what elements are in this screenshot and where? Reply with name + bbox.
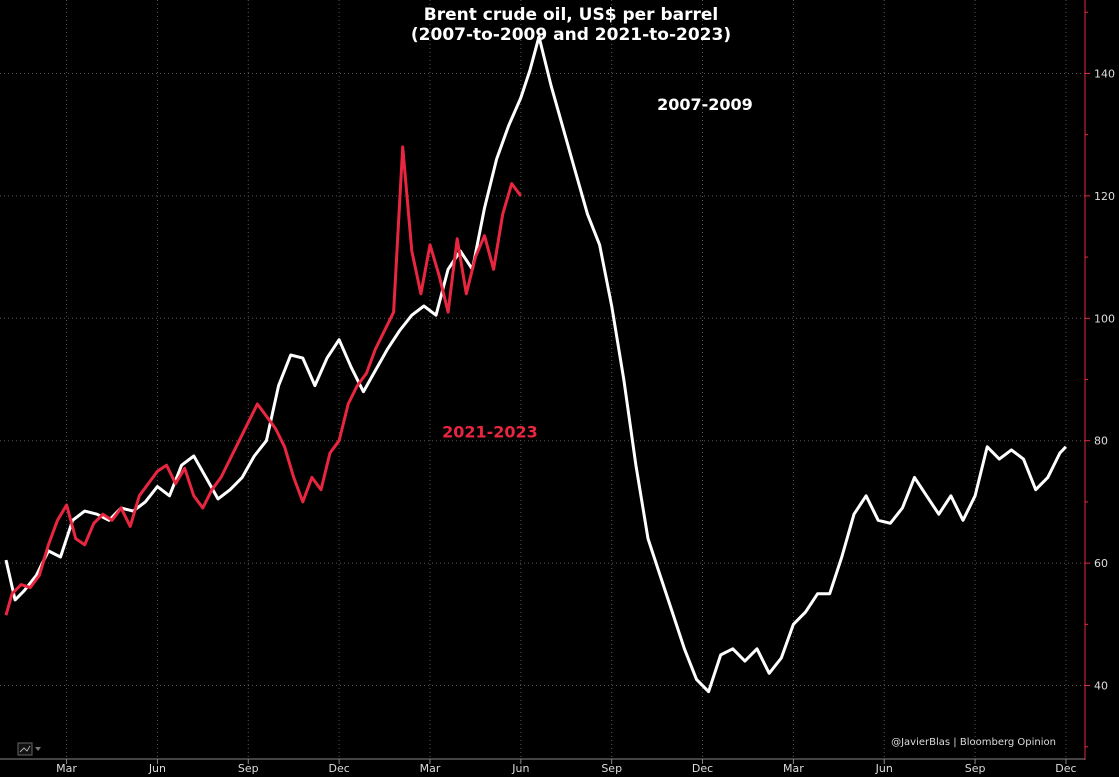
chevron-down-icon[interactable]	[35, 747, 41, 751]
x-tick-label: Sep	[965, 762, 986, 775]
x-grid-lines	[66, 0, 1067, 759]
series-lines	[4, 35, 1067, 694]
x-tick-label: Jun	[148, 762, 166, 775]
chart-options-button[interactable]	[17, 742, 33, 756]
series-line-2021-2023	[4, 145, 523, 616]
y-tick-label: 80	[1094, 435, 1108, 448]
x-tick-label: Jun	[511, 762, 529, 775]
x-tick-label: Mar	[783, 762, 804, 775]
y-tick-label: 40	[1094, 680, 1108, 693]
chart-title-line1: Brent crude oil, US$ per barrel	[424, 5, 718, 25]
x-tick-label: Sep	[601, 762, 622, 775]
x-tick-label: Jun	[875, 762, 893, 775]
grid-lines	[0, 72, 1085, 687]
y-tick-label: 120	[1094, 190, 1115, 203]
credit-text: @JavierBlas | Bloomberg Opinion	[891, 737, 1056, 748]
x-axis-ticks: Mar Jun Sep Dec Mar Jun Sep Dec Mar Jun Sep Dec	[56, 759, 1077, 775]
x-tick-label: Mar	[420, 762, 441, 775]
y-axis-ticks: 40 60 80 100 120 140	[1085, 11, 1115, 748]
x-tick-label: Dec	[692, 762, 713, 775]
x-tick-label: Dec	[1055, 762, 1076, 775]
x-tick-label: Sep	[238, 762, 259, 775]
annotation-2021-2023: 2021-2023	[442, 423, 538, 442]
x-tick-label: Dec	[328, 762, 349, 775]
x-tick-label: Mar	[56, 762, 77, 775]
y-tick-label: 60	[1094, 557, 1108, 570]
annotation-2007-2009: 2007-2009	[657, 95, 753, 114]
series-line-2007-2009	[4, 35, 1067, 694]
y-tick-label: 140	[1094, 67, 1115, 80]
chart-title-line2: (2007-to-2009 and 2021-to-2023)	[411, 25, 731, 45]
y-tick-label: 100	[1094, 312, 1115, 325]
